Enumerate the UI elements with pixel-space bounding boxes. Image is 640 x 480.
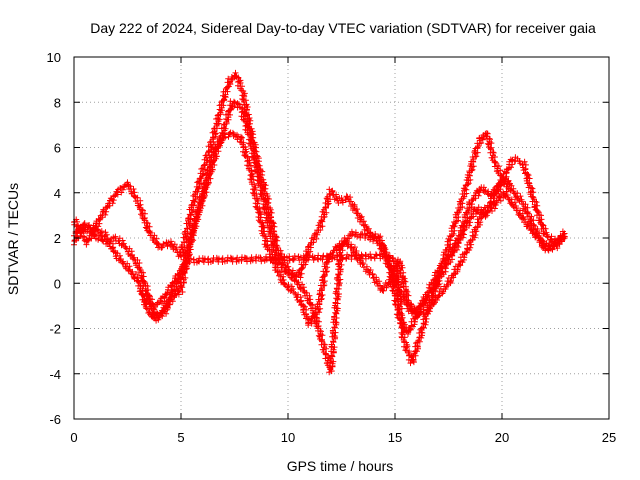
- axes: 0 5 10 15 20 25 -6 -4 -2 0 2 4 6 8 10: [47, 50, 617, 445]
- y-axis-label: SDTVAR / TECUs: [5, 183, 21, 295]
- x-tick-label: 10: [281, 430, 295, 445]
- x-tick-label: 15: [388, 430, 402, 445]
- y-tick-label: -2: [49, 322, 61, 337]
- y-tick-label: 0: [54, 276, 61, 291]
- y-tick-label: -4: [49, 367, 61, 382]
- x-axis-label: GPS time / hours: [287, 458, 394, 474]
- chart-title: Day 222 of 2024, Sidereal Day-to-day VTE…: [90, 20, 596, 36]
- y-tick-label: 4: [54, 186, 61, 201]
- y-tick-label: 6: [54, 141, 61, 156]
- x-tick-label: 25: [602, 430, 616, 445]
- y-tick-label: 8: [54, 95, 61, 110]
- data-point-markers: [71, 98, 568, 376]
- data-points: [71, 69, 568, 376]
- y-tick-label: 10: [47, 50, 61, 65]
- series-track-4: [141, 130, 513, 367]
- x-tick-label: 20: [495, 430, 509, 445]
- y-tick-label: -6: [49, 412, 61, 427]
- y-tick-label: 2: [54, 231, 61, 246]
- x-tick-label: 0: [70, 430, 77, 445]
- x-tick-label: 5: [177, 430, 184, 445]
- data-point-markers: [141, 130, 513, 367]
- series-track-2: [71, 98, 568, 376]
